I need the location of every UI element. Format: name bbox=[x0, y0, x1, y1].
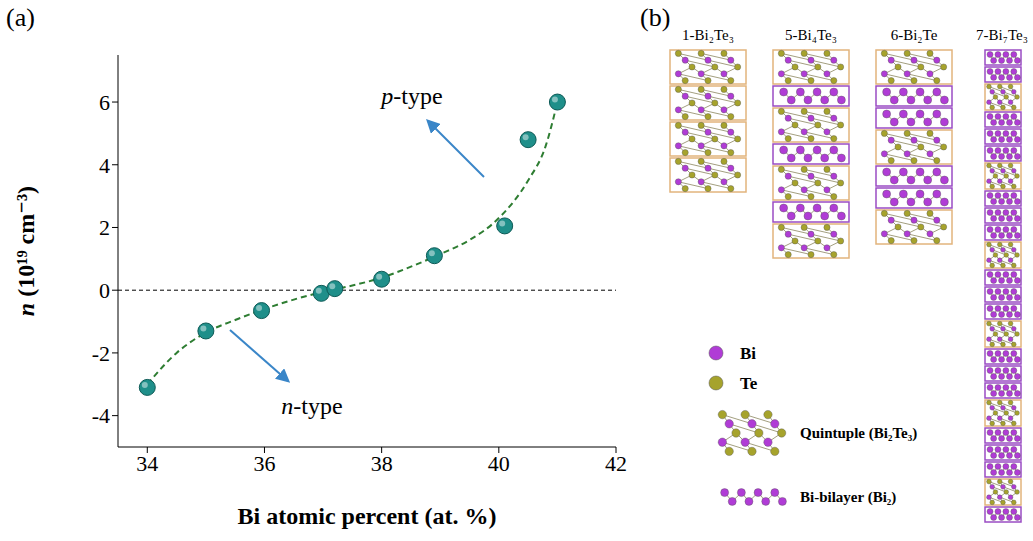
svg-text:n-type: n-type bbox=[281, 393, 342, 419]
svg-text:n (10¹⁹ cm⁻³): n (10¹⁹ cm⁻³) bbox=[13, 186, 39, 316]
svg-text:7-Bi₇Te₃: 7-Bi₇Te₃ bbox=[976, 27, 1028, 43]
svg-text:-4: -4 bbox=[92, 403, 110, 428]
svg-text:2: 2 bbox=[99, 215, 110, 240]
svg-text:38: 38 bbox=[371, 451, 393, 476]
svg-text:p-type: p-type bbox=[379, 83, 442, 109]
svg-text:Te: Te bbox=[740, 374, 758, 393]
svg-text:Quintuple (Bi₂Te₃): Quintuple (Bi₂Te₃) bbox=[800, 425, 917, 442]
svg-text:Bi-bilayer (Bi₂): Bi-bilayer (Bi₂) bbox=[800, 489, 896, 506]
svg-text:(b): (b) bbox=[640, 3, 670, 32]
svg-text:1-Bi₂Te₃: 1-Bi₂Te₃ bbox=[682, 27, 734, 43]
svg-text:(a): (a) bbox=[6, 3, 35, 32]
svg-text:42: 42 bbox=[605, 451, 627, 476]
svg-text:6-Bi₂Te: 6-Bi₂Te bbox=[891, 27, 938, 43]
svg-text:40: 40 bbox=[488, 451, 510, 476]
svg-text:0: 0 bbox=[99, 278, 110, 303]
svg-text:36: 36 bbox=[253, 451, 275, 476]
svg-text:34: 34 bbox=[136, 451, 158, 476]
svg-text:-2: -2 bbox=[92, 341, 110, 366]
svg-text:4: 4 bbox=[99, 153, 110, 178]
svg-text:6: 6 bbox=[99, 90, 110, 115]
svg-text:Bi atomic percent (at. %): Bi atomic percent (at. %) bbox=[238, 503, 497, 529]
svg-text:Bi: Bi bbox=[740, 344, 756, 363]
svg-text:5-Bi₄Te₃: 5-Bi₄Te₃ bbox=[785, 27, 837, 43]
